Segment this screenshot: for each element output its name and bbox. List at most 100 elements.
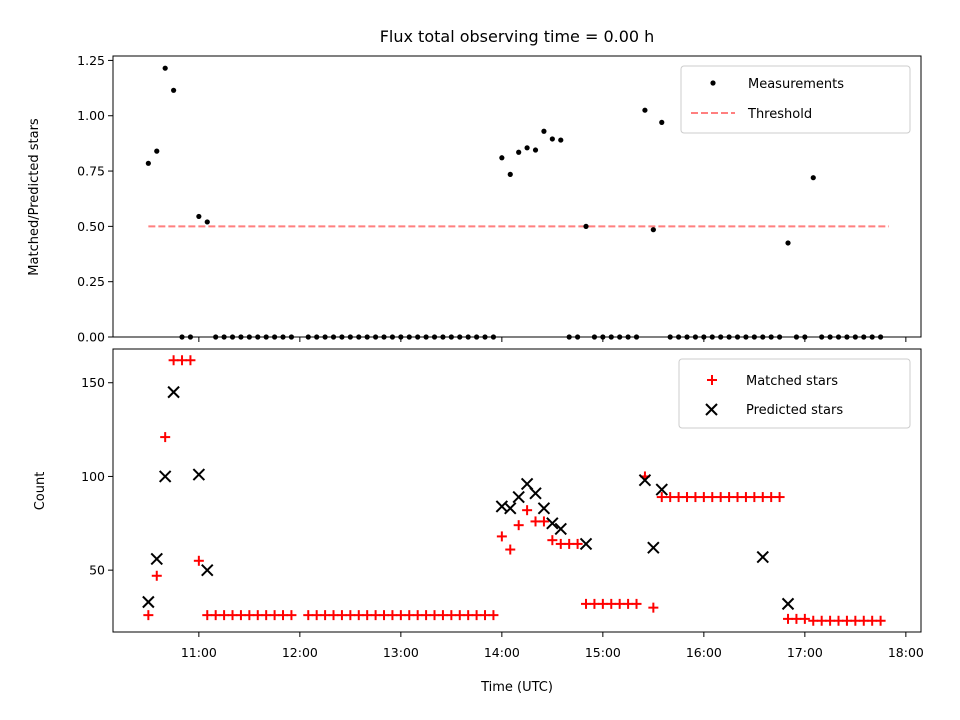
measurement-point [659, 119, 665, 125]
predicted-point [201, 563, 214, 577]
measurement-point [154, 148, 160, 154]
measurement-point [541, 128, 547, 134]
measurement-point [204, 219, 210, 225]
legend-matched-label: Matched stars [746, 374, 838, 389]
matched-point [202, 610, 213, 621]
matched-point [799, 613, 810, 624]
matched-point [816, 615, 827, 626]
matched-point [336, 610, 347, 621]
matched-point [278, 610, 289, 621]
predicted-point [150, 552, 163, 566]
matched-point [715, 492, 726, 503]
top-axes-frame [112, 55, 922, 338]
matched-point [353, 610, 364, 621]
matched-point [564, 538, 575, 549]
matched-point [740, 492, 751, 503]
matched-point [421, 610, 432, 621]
matched-point [597, 598, 608, 609]
bottom-x-tick-label: 16:00 [686, 645, 722, 660]
bottom-x-tick-label: 14:00 [484, 645, 520, 660]
legend-measurements-marker [710, 80, 716, 86]
predicted-point [158, 470, 172, 483]
matched-point [151, 570, 162, 581]
bottom-y-ticks: 50 100 150 [81, 375, 113, 578]
predicted-point [756, 550, 769, 564]
matched-point [614, 598, 625, 609]
bottom-x-tick-label: 12:00 [282, 645, 318, 660]
predicted-point [167, 385, 180, 399]
matched-point [227, 610, 238, 621]
top-y-tick-label: 1.25 [77, 53, 105, 68]
measurement-point [162, 65, 168, 71]
matched-point [606, 598, 617, 609]
matched-point [463, 610, 474, 621]
matched-point [867, 615, 878, 626]
matched-point [774, 492, 785, 503]
predicted-point [638, 473, 652, 487]
matched-point [858, 615, 869, 626]
matched-point [538, 516, 549, 527]
measurement-point [810, 175, 816, 181]
bottom-x-tick-label: 17:00 [787, 645, 823, 660]
measurement-point [524, 145, 530, 151]
top-y-tick-label: 0.25 [77, 274, 105, 289]
matched-point [656, 492, 667, 503]
matched-point [387, 610, 398, 621]
bottom-plot-area [142, 355, 886, 626]
matched-point [235, 610, 246, 621]
matched-point [791, 613, 802, 624]
matched-point [210, 610, 221, 621]
matched-point [177, 355, 188, 366]
top-y-axis-label: Matched/Predicted stars [27, 118, 42, 276]
matched-point [581, 598, 592, 609]
matched-point [572, 538, 583, 549]
top-legend: Measurements Threshold [680, 65, 911, 134]
top-panel: Flux total observing time = 0.00 h 0.000… [27, 27, 922, 345]
matched-point [783, 613, 794, 624]
top-legend-box [680, 65, 911, 134]
measurement-point [171, 87, 177, 93]
top-y-ticks: 0.00 0.25 0.50 0.75 1.00 1.25 [77, 53, 113, 345]
bottom-x-tick-label: 18:00 [888, 645, 924, 660]
matched-point [682, 492, 693, 503]
top-y-tick-label: 0.75 [77, 164, 105, 179]
matched-point [143, 610, 154, 621]
predicted-point [192, 468, 206, 481]
matched-point [833, 615, 844, 626]
matched-point [446, 610, 457, 621]
matched-point [505, 544, 516, 555]
matched-point [522, 505, 533, 516]
measurement-point [507, 171, 513, 177]
matched-point [589, 598, 600, 609]
predicted-point [537, 502, 551, 515]
matched-point [244, 610, 255, 621]
matched-point [328, 610, 339, 621]
matched-point [690, 492, 701, 503]
matched-point [825, 615, 836, 626]
measurement-point [650, 227, 656, 233]
bottom-x-ticks: 11:00 12:00 13:00 14:00 15:00 16:00 17:00 18:00 [181, 632, 924, 660]
matched-point [311, 610, 322, 621]
matched-point [488, 610, 499, 621]
bottom-x-tick-label: 15:00 [585, 645, 621, 660]
predicted-point [781, 597, 795, 611]
legend-threshold-label: Threshold [747, 107, 812, 122]
matched-point [808, 615, 819, 626]
matched-point [185, 355, 196, 366]
measurement-point [642, 107, 648, 113]
matched-point [530, 516, 541, 527]
matched-point [850, 615, 861, 626]
measurement-point [785, 240, 791, 246]
legend-measurements-label: Measurements [748, 77, 844, 92]
predicted-point [504, 502, 517, 515]
measurement-point [583, 223, 589, 229]
predicted-point [512, 490, 525, 504]
predicted-point [529, 487, 542, 500]
matched-point [370, 610, 381, 621]
matched-point [252, 610, 263, 621]
bottom-y-tick-label: 150 [81, 375, 105, 390]
matched-point [454, 610, 465, 621]
legend-matched-marker [707, 375, 717, 385]
